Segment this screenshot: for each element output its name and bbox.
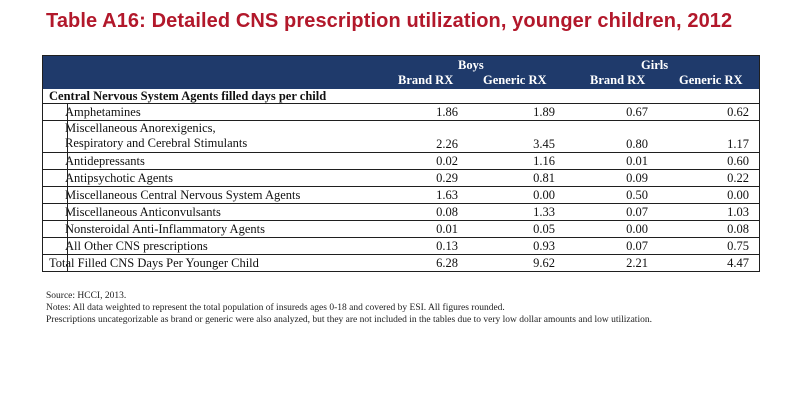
table-row: Miscellaneous Anticonvulsants 0.08 1.33 … [43,204,759,221]
value-boys-generic: 0.93 [533,239,555,253]
value-girls-brand: 0.09 [626,171,648,185]
value-boys-brand: 0.02 [436,154,458,168]
value-boys-generic: 3.45 [533,137,555,151]
value-boys-generic: 1.89 [533,105,555,119]
value-boys-generic: 0.00 [533,188,555,202]
value-girls-generic: 1.17 [727,137,749,151]
value-girls-generic: 1.03 [727,205,749,219]
total-boys-brand: 6.28 [436,256,458,270]
value-boys-brand: 0.29 [436,171,458,185]
value-boys-generic: 0.81 [533,171,555,185]
value-girls-generic: 0.00 [727,188,749,202]
value-boys-generic: 0.05 [533,222,555,236]
value-girls-generic: 0.60 [727,154,749,168]
table-row: Antipsychotic Agents 0.29 0.81 0.09 0.22 [43,170,759,187]
weighting-note: Notes: All data weighted to represent th… [46,303,505,313]
row-label: Nonsteroidal Anti-Inflammatory Agents [65,222,265,236]
table-row: All Other CNS prescriptions 0.13 0.93 0.… [43,238,759,255]
source-note: Source: HCCI, 2013. [46,291,127,301]
value-girls-generic: 0.22 [727,171,749,185]
total-girls-generic: 4.47 [727,256,749,270]
table-notes: Source: HCCI, 2013. Notes: All data weig… [46,290,736,326]
label-column-divider [67,103,68,271]
row-label: All Other CNS prescriptions [65,239,208,253]
value-boys-generic: 1.33 [533,205,555,219]
table-row: Nonsteroidal Anti-Inflammatory Agents 0.… [43,221,759,238]
section-header: Central Nervous System Agents filled day… [43,89,759,104]
page-title: Table A16: Detailed CNS prescription uti… [46,10,733,32]
row-label: Antidepressants [65,154,145,168]
value-boys-brand: 0.01 [436,222,458,236]
value-boys-brand: 0.13 [436,239,458,253]
value-girls-brand: 0.01 [626,154,648,168]
table-header: Boys Girls Brand RX Generic RX Brand RX … [43,56,759,89]
total-boys-generic: 9.62 [533,256,555,270]
value-girls-generic: 0.08 [727,222,749,236]
row-label: Miscellaneous Central Nervous System Age… [65,188,301,202]
value-girls-brand: 0.07 [626,239,648,253]
row-label-line: Miscellaneous Anorexigenics, [65,121,216,135]
value-girls-brand: 0.50 [626,188,648,202]
column-header-girls-brand: Brand RX [590,73,646,87]
total-girls-brand: 2.21 [626,256,648,270]
column-header-boys-generic: Generic RX [483,73,547,87]
value-boys-generic: 1.16 [533,154,555,168]
value-boys-brand: 0.08 [436,205,458,219]
value-girls-brand: 0.67 [626,105,648,119]
row-label-line: Respiratory and Cerebral Stimulants [65,136,248,150]
group-header-boys: Boys [458,58,484,72]
table-row: Amphetamines 1.86 1.89 0.67 0.62 [43,104,759,121]
row-label: Antipsychotic Agents [65,171,173,185]
group-header-girls: Girls [641,58,669,72]
row-label: Miscellaneous Anorexigenics, Respiratory… [65,121,247,151]
value-girls-brand: 0.00 [626,222,648,236]
row-label: Miscellaneous Anticonvulsants [65,205,221,219]
value-girls-generic: 0.75 [727,239,749,253]
total-row: Total Filled CNS Days Per Younger Child … [43,255,759,271]
value-girls-brand: 0.07 [626,205,648,219]
value-boys-brand: 2.26 [436,137,458,151]
row-label: Amphetamines [65,105,141,119]
value-girls-brand: 0.80 [626,137,648,151]
column-header-boys-brand: Brand RX [398,73,454,87]
total-label: Total Filled CNS Days Per Younger Child [49,256,259,270]
column-header-girls-generic: Generic RX [679,73,743,87]
value-girls-generic: 0.62 [727,105,749,119]
value-boys-brand: 1.86 [436,105,458,119]
table-row: Miscellaneous Anorexigenics, Respiratory… [43,121,759,153]
uncategorized-note: Prescriptions uncategorizable as brand o… [46,315,652,325]
table-row: Antidepressants 0.02 1.16 0.01 0.60 [43,153,759,170]
cns-utilization-table: Boys Girls Brand RX Generic RX Brand RX … [42,55,760,272]
table-row: Miscellaneous Central Nervous System Age… [43,187,759,204]
value-boys-brand: 1.63 [436,188,458,202]
